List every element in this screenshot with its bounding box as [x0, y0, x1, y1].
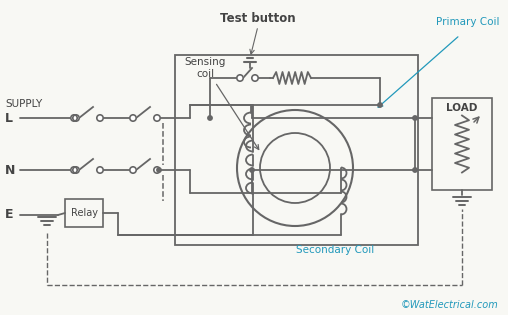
- Circle shape: [413, 168, 417, 172]
- Bar: [432, 98, 492, 190]
- Text: Relay: Relay: [71, 208, 98, 218]
- Text: ©WatElectrical.com: ©WatElectrical.com: [400, 300, 498, 310]
- Circle shape: [71, 115, 77, 121]
- Circle shape: [71, 167, 77, 173]
- Circle shape: [73, 115, 79, 121]
- Text: L: L: [5, 112, 13, 124]
- Circle shape: [130, 167, 136, 173]
- Circle shape: [97, 167, 103, 173]
- Circle shape: [378, 103, 382, 107]
- Circle shape: [97, 115, 103, 121]
- Circle shape: [73, 167, 79, 173]
- Text: Sensing
coil: Sensing coil: [184, 57, 226, 79]
- Circle shape: [252, 75, 258, 81]
- Text: Secondary Coil: Secondary Coil: [296, 245, 374, 255]
- Circle shape: [237, 75, 243, 81]
- Circle shape: [157, 168, 161, 172]
- Bar: [175, 55, 418, 245]
- Text: SUPPLY: SUPPLY: [5, 99, 42, 109]
- Bar: [65, 199, 103, 227]
- Circle shape: [250, 168, 254, 172]
- Text: E: E: [5, 209, 14, 221]
- Text: Test button: Test button: [220, 12, 296, 25]
- Circle shape: [154, 167, 160, 173]
- Text: Primary Coil: Primary Coil: [436, 17, 500, 27]
- Circle shape: [154, 115, 160, 121]
- Text: LOAD: LOAD: [447, 103, 478, 113]
- Text: N: N: [5, 163, 15, 176]
- Circle shape: [130, 115, 136, 121]
- Circle shape: [413, 116, 417, 120]
- Circle shape: [208, 116, 212, 120]
